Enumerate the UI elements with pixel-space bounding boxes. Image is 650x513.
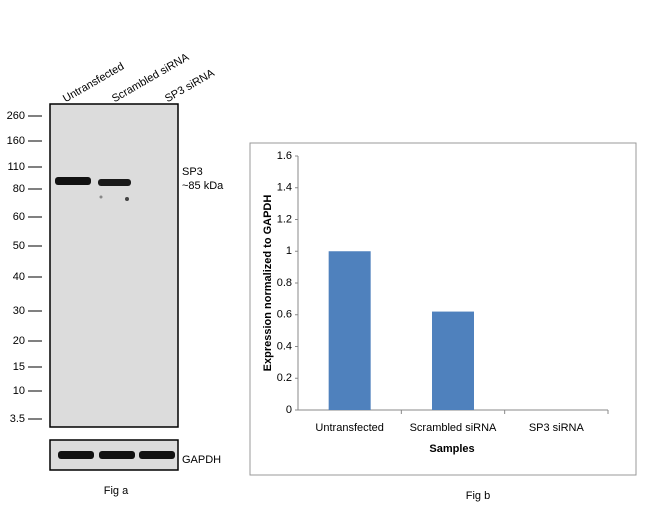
caption: Fig b	[466, 490, 490, 502]
band-size: ~85 kDa	[182, 180, 224, 192]
y-tick-label: 0.4	[277, 340, 292, 352]
spot	[99, 195, 103, 199]
x-axis-label: Samples	[429, 443, 474, 455]
marker-label: 260	[7, 110, 25, 122]
chart-frame	[249, 142, 637, 476]
x-tick-label: Scrambled siRNA	[410, 422, 497, 434]
marker-label: 60	[13, 211, 25, 223]
y-tick-label: 1	[286, 245, 292, 257]
caption: Fig a	[104, 485, 129, 497]
band	[58, 451, 94, 459]
marker-label: 20	[13, 335, 25, 347]
blot-membrane	[49, 103, 179, 428]
x-tick-label: SP3 siRNA	[529, 422, 585, 434]
marker-label: 40	[13, 271, 25, 283]
marker-label: 30	[13, 305, 25, 317]
marker-label: 110	[7, 161, 25, 173]
bar	[432, 311, 474, 410]
y-tick-label: 1.4	[277, 182, 292, 194]
x-tick-label: Untransfected	[315, 422, 383, 434]
bar	[328, 251, 371, 410]
marker-label: 3.5	[10, 413, 25, 425]
band	[55, 177, 91, 185]
marker-label: 160	[7, 135, 25, 147]
y-tick-label: 0.8	[277, 277, 292, 289]
marker-label: 50	[13, 240, 25, 252]
marker-label: 15	[13, 361, 25, 373]
loading-label: GAPDH	[182, 454, 221, 466]
band	[99, 451, 135, 459]
y-axis-label: Expression normalized to GAPDH	[262, 195, 274, 372]
y-tick-label: 0.6	[277, 309, 292, 321]
y-tick-label: 1.6	[277, 150, 292, 162]
band-label: SP3	[182, 166, 203, 178]
band	[98, 179, 131, 186]
y-tick-label: 0.2	[277, 372, 292, 384]
marker-label: 80	[13, 183, 25, 195]
marker-label: 10	[13, 385, 25, 397]
spot	[125, 197, 129, 201]
band	[139, 451, 175, 459]
y-tick-label: 1.2	[277, 213, 292, 225]
y-tick-label: 0	[286, 404, 292, 416]
